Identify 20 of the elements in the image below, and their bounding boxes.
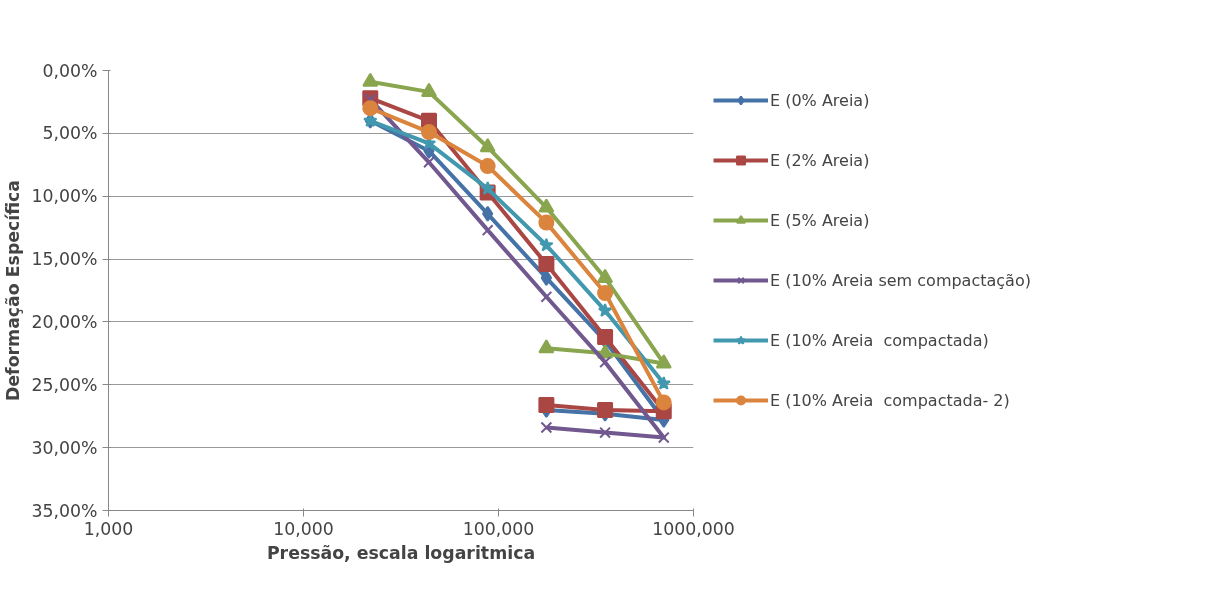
x-tick-label: 100,000 <box>462 518 535 539</box>
legend-label: E (10% Areia sem compactação) <box>770 270 1031 290</box>
x-axis-title: Pressão, escala logaritmica <box>266 542 536 563</box>
y-tick-label: 0,00% <box>42 60 98 81</box>
y-tick-label: 10,00% <box>31 186 98 207</box>
y-tick-label: 30,00% <box>31 437 98 458</box>
y-tick-label: 5,00% <box>42 123 98 144</box>
x-tick-label: 1,000 <box>83 518 134 539</box>
legend-label: E (5% Areia) <box>770 210 870 230</box>
y-tick-label: 25,00% <box>31 374 98 395</box>
y-axis-title: Deformação Específica <box>3 179 24 402</box>
legend-label: E (10% Areia compactada) <box>770 330 989 350</box>
y-tick-label: 35,00% <box>31 500 98 521</box>
legend-label: E (2% Areia) <box>770 150 870 170</box>
legend-label: E (10% Areia compactada- 2) <box>770 390 1010 410</box>
y-tick-label: 20,00% <box>31 311 98 332</box>
y-tick-label: 15,00% <box>31 249 98 270</box>
x-tick-label: 1000,000 <box>652 518 735 539</box>
legend-label: E (0% Areia) <box>770 90 870 110</box>
x-tick-label: 10,000 <box>273 518 334 539</box>
